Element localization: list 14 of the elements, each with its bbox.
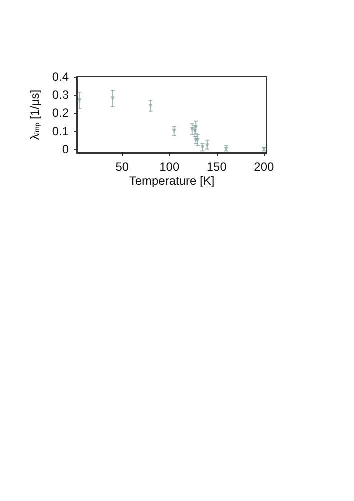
x-tick-label: 50 xyxy=(116,160,130,174)
x-tick-label: 200 xyxy=(254,160,274,174)
y-tick-label: 0.3 xyxy=(52,88,70,102)
x-tick-label: 150 xyxy=(206,160,228,174)
point xyxy=(110,96,115,101)
x-tick-label: 100 xyxy=(160,160,180,174)
point xyxy=(78,98,82,103)
x-axis-title: Temperature [K] xyxy=(129,174,215,188)
point xyxy=(148,104,153,108)
y-tick-label: 0.1 xyxy=(52,124,70,138)
y-tick-label: 0 xyxy=(62,142,70,156)
point xyxy=(190,127,194,132)
y-tick-label: 0.2 xyxy=(52,106,70,120)
y-tick-label: 0.4 xyxy=(52,70,70,84)
